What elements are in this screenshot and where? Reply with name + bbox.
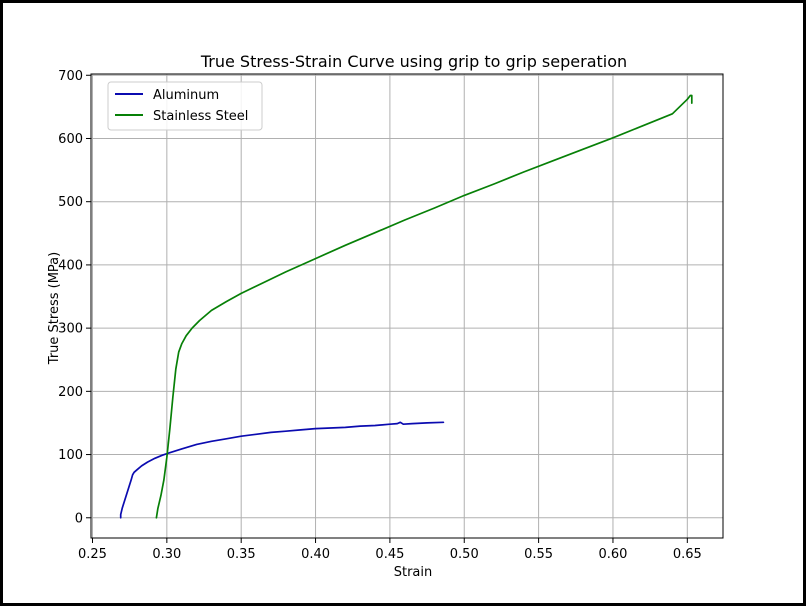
y-axis-label: True Stress (MPa) xyxy=(47,252,62,365)
legend: Aluminum Stainless Steel xyxy=(107,81,263,131)
x-tick-label: 0.45 xyxy=(375,547,404,562)
x-tick-label: 0.35 xyxy=(227,547,256,562)
y-tick-label: 300 xyxy=(58,322,83,337)
y-tick-label: 400 xyxy=(58,258,83,273)
x-tick-label: 0.25 xyxy=(78,547,107,562)
plot-area-border xyxy=(90,73,724,539)
legend-label-stainless-steel: Stainless Steel xyxy=(153,109,248,124)
x-tick-label: 0.60 xyxy=(598,547,627,562)
x-tick-label: 0.30 xyxy=(152,547,181,562)
legend-box xyxy=(107,81,263,131)
series-line-aluminum xyxy=(119,421,445,519)
line-chart: True Stress-Strain Curve using grip to g… xyxy=(47,52,724,580)
x-tick-label: 0.50 xyxy=(450,547,479,562)
x-tick-label: 0.55 xyxy=(524,547,553,562)
x-axis-label: Strain xyxy=(394,565,433,580)
y-tick-label: 700 xyxy=(58,69,83,84)
grid-lines xyxy=(91,74,723,538)
series-line-stainless-steel xyxy=(155,94,693,519)
data-series xyxy=(119,94,693,519)
y-tick-label: 600 xyxy=(58,132,83,147)
y-tick-label: 200 xyxy=(58,385,83,400)
chart-title: True Stress-Strain Curve using grip to g… xyxy=(200,52,627,71)
x-tick-label: 0.65 xyxy=(673,547,702,562)
y-tick-label: 0 xyxy=(75,511,83,526)
x-tick-label: 0.40 xyxy=(301,547,330,562)
axis-ticks: 0.25 0.30 0.35 0.40 0.45 0.50 0.55 0.60 0.65 0 100… xyxy=(58,69,702,562)
legend-label-aluminum: Aluminum xyxy=(153,88,219,103)
y-tick-label: 500 xyxy=(58,195,83,210)
y-tick-label: 100 xyxy=(58,448,83,463)
